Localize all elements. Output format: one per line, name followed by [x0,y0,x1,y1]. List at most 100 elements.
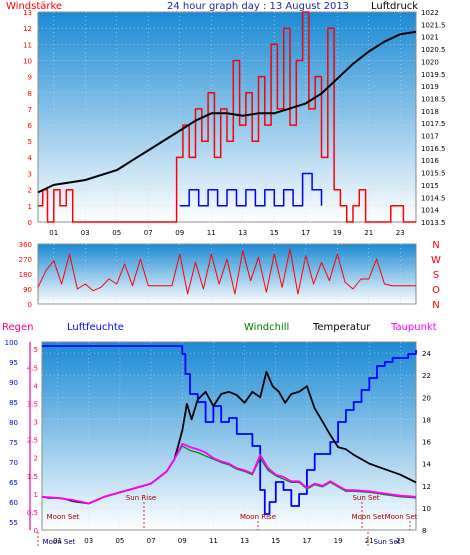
direction-axis-tick-label: 180 [19,271,32,279]
time-axis-tick-label: 17 [302,537,311,545]
wind-axis-tick-label: 2 [28,187,32,195]
humidity-axis-tick-label: 80 [9,419,18,427]
rain-axis-tick-label: 5 [34,346,38,354]
compass-label: W [431,255,441,266]
wind-strength-label: Windstärke [6,1,62,12]
wind-axis-tick-label: 7 [28,106,32,114]
pressure-axis-tick-label: 1014 [421,207,439,215]
rain-axis-tick-label: 2 [34,455,38,463]
humidity-line [42,345,417,515]
temperature-axis-tick-label: 22 [422,372,431,380]
rain-axis-tick-label: 0.5 [27,509,38,517]
event-label: Moon Set [385,513,418,521]
pressure-axis-tick-label: 1021 [421,34,439,42]
humidity-axis-tick-label: 65 [9,479,18,487]
climate-plot-area [41,341,417,531]
wind-axis-tick-label: 10 [23,57,32,65]
humidity-axis-tick-label: 90 [9,379,18,387]
humidity-axis-tick-label: 70 [9,459,18,467]
pressure-axis-tick-label: 1014.5 [421,194,446,202]
time-axis-tick-label: 21 [364,229,373,237]
pressure-axis-tick-label: 1018 [421,108,439,116]
pressure-axis-tick-label: 1021.5 [421,21,446,29]
time-axis-tick-label: 17 [301,229,310,237]
wind-axis-tick-label: 6 [28,122,33,130]
humidity-axis-tick-label: 85 [9,399,18,407]
pressure-axis-tick-label: 1022 [421,9,439,17]
legend-taupunkt: Taupunkt [390,322,437,333]
humidity-axis-tick-label: 55 [9,519,18,527]
wind-axis-tick-label: 12 [23,25,32,33]
humidity-axis-tick-label: 100 [5,339,18,347]
time-axis-tick-label: 13 [240,537,249,545]
time-axis-tick-label: 19 [333,229,342,237]
time-axis-tick-label: 23 [396,537,405,545]
temperature-axis-tick-label: 8 [422,527,426,535]
time-axis-tick-label: 07 [147,537,156,545]
direction-axis-tick-label: 0 [28,301,32,309]
pressure-axis-tick-label: 1020.5 [421,46,446,54]
time-axis-tick-label: 01 [53,537,62,545]
event-label: Sun Rise [126,494,156,502]
time-axis-tick-label: 05 [112,229,121,237]
pressure-label: Luftdruck [371,1,418,12]
chart-title: 24 hour graph day : 13 August 2013 [167,1,349,12]
compass-label: O [432,285,440,296]
temperature-axis-tick-label: 16 [422,439,431,447]
event-label: Moon Set [352,513,385,521]
pressure-axis-tick-label: 1017 [421,133,439,141]
pressure-axis-tick-label: 1019.5 [421,71,446,79]
pressure-axis-tick-label: 1020 [421,58,439,66]
event-label: Moon Set [43,538,76,546]
gust-line [179,172,323,207]
compass-label: N [432,240,439,251]
pressure-axis-tick-label: 1015.5 [421,170,446,178]
temperature-axis-tick-label: 12 [422,483,431,491]
time-axis-tick-label: 11 [207,229,216,237]
time-axis-tick-label: 15 [270,229,279,237]
rain-axis-tick-label: 3 [34,419,38,427]
humidity-axis-tick-label: 95 [9,359,18,367]
wind-strength-line [38,11,416,223]
wind-axis-tick-label: 3 [28,171,32,179]
direction-axis-tick-label: 360 [19,241,32,249]
rain-axis-tick-label: 2.5 [27,437,38,445]
pressure-axis-tick-label: 1016 [421,157,439,165]
temperature-axis-tick-label: 10 [422,505,431,513]
direction-axis-tick-label: 90 [23,286,32,294]
legend-luftfeuchte: Luftfeuchte [67,322,124,333]
wind-axis-tick-label: 13 [23,9,32,17]
wind-axis-tick-label: 4 [28,154,33,162]
time-axis-tick-label: 21 [365,537,374,545]
time-axis-tick-label: 23 [396,229,405,237]
dewpoint-line [41,442,417,505]
event-label: Sun Set [373,538,400,546]
legend-windchill: Windchill [244,322,289,333]
humidity-axis-tick-label: 60 [9,499,18,507]
time-axis-tick-label: 03 [84,537,93,545]
wind-direction-line [37,248,416,295]
rain-axis-tick-label: 0 [34,527,38,535]
rain-axis-tick-label: 3.5 [27,400,38,408]
rain-axis-tick-label: 1 [34,491,38,499]
wind-axis-tick-label: 5 [28,138,32,146]
pressure-axis-tick-label: 1016.5 [421,145,446,153]
pressure-axis-tick-label: 1017.5 [421,120,446,128]
temperature-axis-tick-label: 14 [422,461,431,469]
wind-axis-tick-label: 0 [28,219,32,227]
wind-direction-plot-area [37,243,417,305]
pressure-axis-tick-label: 1018.5 [421,95,446,103]
time-axis-tick-label: 05 [115,537,124,545]
pressure-axis-tick-label: 1015 [421,182,439,190]
temperature-axis-tick-label: 20 [422,394,431,402]
time-axis-tick-label: 07 [144,229,153,237]
rain-axis-tick-label: 4 [34,382,39,390]
event-label: Moon Rise [240,513,276,521]
rain-axis-tick-label: 1.5 [27,473,38,481]
time-axis-tick-label: 09 [175,229,184,237]
compass-label: S [433,270,439,281]
wind-axis-tick-label: 11 [23,41,32,49]
temperature-axis-tick-label: 24 [422,350,431,358]
